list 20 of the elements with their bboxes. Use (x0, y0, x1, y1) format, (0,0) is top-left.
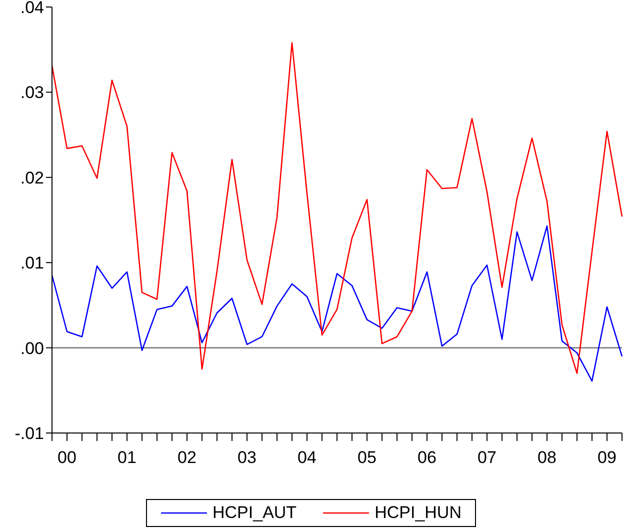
legend-label: HCPI_HUN (374, 503, 462, 523)
x-tick-label: 05 (358, 448, 376, 467)
x-tick-label: 07 (478, 448, 496, 467)
line-series (51, 225, 623, 382)
x-tick-label: 02 (178, 448, 196, 467)
legend-label: HCPI_AUT (212, 503, 297, 523)
line-series (51, 42, 623, 374)
x-tick-label: 00 (58, 448, 76, 467)
x-tick-label: 04 (298, 448, 316, 467)
y-tick-label: .02 (20, 168, 44, 188)
x-tick-label: 03 (238, 448, 256, 467)
y-tick-label: .04 (20, 0, 44, 17)
x-tick-label: 06 (418, 448, 436, 467)
y-tick-label: .00 (20, 338, 44, 358)
x-tick-label: 01 (118, 448, 136, 467)
y-tick-label: -.01 (14, 424, 44, 443)
y-tick-label: .03 (20, 83, 44, 102)
x-tick-label: 08 (538, 448, 556, 467)
x-tick-label: 09 (598, 448, 616, 467)
y-tick-label: .01 (20, 254, 44, 273)
